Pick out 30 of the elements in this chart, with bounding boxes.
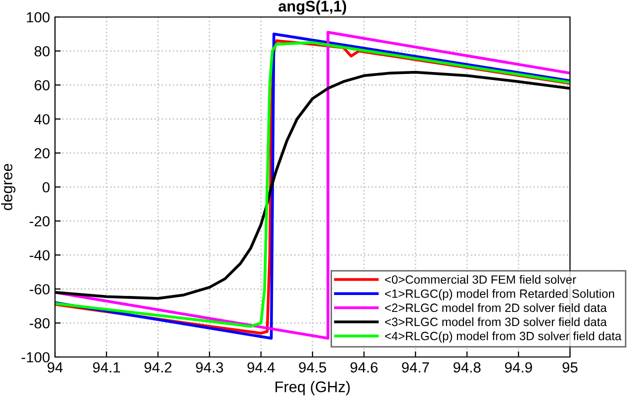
x-tick-label: 94.2 xyxy=(144,362,172,373)
legend-label: <4>RLGC(p) model from 3D solver field data xyxy=(385,331,622,343)
y-tick-label: -60 xyxy=(30,284,50,294)
y-tick-label: -40 xyxy=(30,250,50,260)
x-axis-title: Freq (GHz) xyxy=(276,381,350,396)
x-tick-label: 94.4 xyxy=(247,362,275,373)
x-tick-label: 94.5 xyxy=(298,362,326,373)
x-tick-label: 94 xyxy=(48,362,63,373)
y-tick-label: 100 xyxy=(26,12,50,22)
chart-title: angS(1,1) xyxy=(278,0,346,15)
x-tick-label: 94.3 xyxy=(196,362,224,373)
y-tick-label: 60 xyxy=(34,80,50,90)
x-tick-label: 94.1 xyxy=(92,362,120,373)
x-tick-label: 94.8 xyxy=(453,362,481,373)
y-tick-label: 40 xyxy=(34,114,50,124)
legend-label: <1>RLGC(p) model from Retarded Solution xyxy=(385,289,614,300)
y-tick-label: -80 xyxy=(30,318,50,328)
y-axis-title: degree xyxy=(1,164,16,210)
legend-label: <0>Commercial 3D FEM field solver xyxy=(385,275,576,284)
legend-label: <2>RLGC model from 2D solver field data xyxy=(385,303,607,312)
y-tick-label: -100 xyxy=(22,352,50,362)
y-tick-label: 0 xyxy=(42,182,50,192)
y-tick-label: 80 xyxy=(34,46,50,56)
x-tick-label: 94.9 xyxy=(504,362,532,373)
x-tick-label: 94.6 xyxy=(350,362,378,373)
y-tick-label: 20 xyxy=(34,148,50,158)
x-tick-label: 95 xyxy=(562,362,578,373)
x-tick-label: 94.7 xyxy=(402,362,429,373)
y-tick-label: -20 xyxy=(30,216,50,226)
legend-label: <3>RLGC model from 3D solver field data xyxy=(385,317,607,326)
